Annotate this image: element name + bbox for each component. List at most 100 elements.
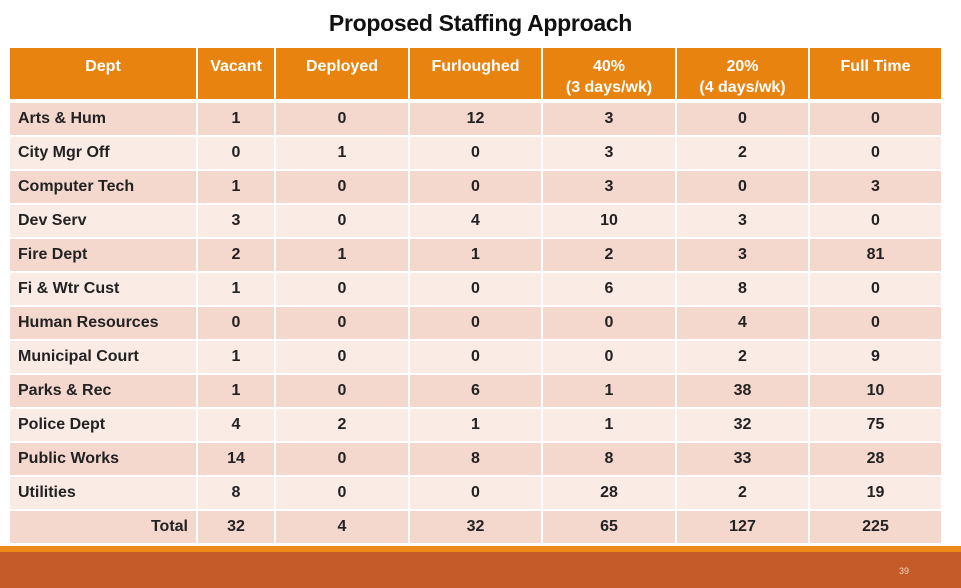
- table-header-row: Dept Vacant Deployed Furloughed 40% (3 days/w…: [8, 46, 943, 102]
- dept-cell: Fi & Wtr Cust: [8, 271, 198, 307]
- value-cell: 0: [808, 203, 943, 239]
- value-cell: 2: [196, 237, 276, 273]
- column-header-label: Deployed: [305, 58, 378, 75]
- dept-cell: Dev Serv: [8, 203, 198, 239]
- value-cell: 65: [541, 509, 677, 545]
- column-header: Deployed: [274, 46, 410, 102]
- dept-cell: Computer Tech: [8, 169, 198, 205]
- slide-footer: 39: [0, 552, 961, 588]
- value-cell: 225: [808, 509, 943, 545]
- value-cell: 0: [408, 305, 543, 341]
- table-row: Police Dept 4 2 1 1 32 75: [8, 407, 943, 443]
- value-cell: 0: [808, 271, 943, 307]
- column-header-label: 20%: [726, 58, 759, 75]
- value-cell: 8: [196, 475, 276, 511]
- column-header-label: Dept: [85, 58, 121, 75]
- column-header: 40% (3 days/wk): [541, 46, 677, 102]
- value-cell: 1: [541, 373, 677, 409]
- value-cell: 10: [808, 373, 943, 409]
- value-cell: 6: [541, 271, 677, 307]
- value-cell: 10: [541, 203, 677, 239]
- value-cell: 1: [196, 169, 276, 205]
- value-cell: 0: [274, 100, 410, 137]
- value-cell: 12: [408, 100, 543, 137]
- value-cell: 38: [675, 373, 810, 409]
- slide-title: Proposed Staffing Approach: [328, 10, 633, 36]
- dept-cell: Public Works: [8, 441, 198, 477]
- value-cell: 3: [541, 100, 677, 137]
- column-header: Furloughed: [408, 46, 543, 102]
- value-cell: 1: [408, 237, 543, 273]
- value-cell: 0: [808, 305, 943, 341]
- value-cell: 4: [274, 509, 410, 545]
- dept-cell: Fire Dept: [8, 237, 198, 273]
- value-cell: 8: [408, 441, 543, 477]
- table-row: Public Works 14 0 8 8 33 28: [8, 441, 943, 477]
- dept-cell: Municipal Court: [8, 339, 198, 375]
- value-cell: 32: [675, 407, 810, 443]
- value-cell: 32: [196, 509, 276, 545]
- dept-cell: Arts & Hum: [8, 100, 198, 137]
- table-row: Municipal Court 1 0 0 0 2 9: [8, 339, 943, 375]
- value-cell: 0: [274, 305, 410, 341]
- value-cell: 1: [541, 407, 677, 443]
- value-cell: 1: [408, 407, 543, 443]
- table-row: Fire Dept 2 1 1 2 3 81: [8, 237, 943, 273]
- column-header-sublabel: (3 days/wk): [565, 79, 653, 96]
- value-cell: 32: [408, 509, 543, 545]
- dept-cell: City Mgr Off: [8, 135, 198, 171]
- value-cell: 4: [675, 305, 810, 341]
- column-header: Dept: [8, 46, 198, 102]
- value-cell: 81: [808, 237, 943, 273]
- value-cell: 3: [541, 135, 677, 171]
- column-header: 20% (4 days/wk): [675, 46, 810, 102]
- value-cell: 3: [808, 169, 943, 205]
- table-row: Dev Serv 3 0 4 10 3 0: [8, 203, 943, 239]
- value-cell: 0: [675, 100, 810, 137]
- dept-cell: Parks & Rec: [8, 373, 198, 409]
- value-cell: 0: [408, 475, 543, 511]
- value-cell: 0: [541, 339, 677, 375]
- value-cell: 2: [274, 407, 410, 443]
- value-cell: 0: [274, 475, 410, 511]
- value-cell: 2: [675, 339, 810, 375]
- value-cell: 127: [675, 509, 810, 545]
- value-cell: 3: [675, 203, 810, 239]
- value-cell: 1: [196, 373, 276, 409]
- value-cell: 6: [408, 373, 543, 409]
- table-row: Arts & Hum 1 0 12 3 0 0: [8, 100, 943, 137]
- table-row: Computer Tech 1 0 0 3 0 3: [8, 169, 943, 205]
- table-row: Utilities 8 0 0 28 2 19: [8, 475, 943, 511]
- column-header-label: Full Time: [840, 58, 911, 75]
- value-cell: 0: [808, 135, 943, 171]
- value-cell: 28: [808, 441, 943, 477]
- value-cell: 33: [675, 441, 810, 477]
- table-row: City Mgr Off 0 1 0 3 2 0: [8, 135, 943, 171]
- value-cell: 19: [808, 475, 943, 511]
- value-cell: 0: [408, 271, 543, 307]
- page-number: 39: [898, 566, 909, 576]
- column-header-label: 40%: [592, 58, 626, 75]
- value-cell: 9: [808, 339, 943, 375]
- value-cell: 0: [408, 339, 543, 375]
- dept-cell: Police Dept: [8, 407, 198, 443]
- value-cell: 2: [675, 475, 810, 511]
- value-cell: 0: [408, 169, 543, 205]
- value-cell: 0: [274, 339, 410, 375]
- footer-accent-line: [0, 546, 961, 552]
- value-cell: 14: [196, 441, 276, 477]
- dept-cell: Total: [8, 509, 198, 545]
- value-cell: 0: [274, 169, 410, 205]
- value-cell: 0: [196, 135, 276, 171]
- value-cell: 1: [274, 135, 410, 171]
- column-header: Full Time: [808, 46, 943, 102]
- dept-cell: Human Resources: [8, 305, 198, 341]
- value-cell: 0: [274, 271, 410, 307]
- value-cell: 1: [196, 339, 276, 375]
- value-cell: 1: [274, 237, 410, 273]
- table-row: Parks & Rec 1 0 6 1 38 10: [8, 373, 943, 409]
- value-cell: 3: [675, 237, 810, 273]
- column-header: Vacant: [196, 46, 276, 102]
- value-cell: 4: [408, 203, 543, 239]
- value-cell: 8: [541, 441, 677, 477]
